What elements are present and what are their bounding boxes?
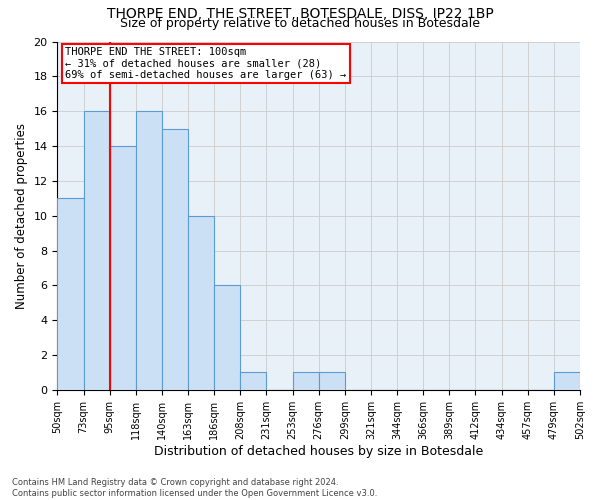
X-axis label: Distribution of detached houses by size in Botesdale: Distribution of detached houses by size … bbox=[154, 444, 484, 458]
Text: Contains HM Land Registry data © Crown copyright and database right 2024.
Contai: Contains HM Land Registry data © Crown c… bbox=[12, 478, 377, 498]
Text: Size of property relative to detached houses in Botesdale: Size of property relative to detached ho… bbox=[120, 18, 480, 30]
Bar bbox=[162, 128, 188, 390]
Bar bbox=[58, 198, 83, 390]
Text: THORPE END, THE STREET, BOTESDALE, DISS, IP22 1BP: THORPE END, THE STREET, BOTESDALE, DISS,… bbox=[107, 8, 493, 22]
Bar bbox=[136, 111, 162, 390]
Text: THORPE END THE STREET: 100sqm
← 31% of detached houses are smaller (28)
69% of s: THORPE END THE STREET: 100sqm ← 31% of d… bbox=[65, 46, 346, 80]
Bar bbox=[214, 286, 241, 390]
Bar bbox=[241, 372, 266, 390]
Bar bbox=[188, 216, 214, 390]
Bar bbox=[293, 372, 319, 390]
Bar bbox=[554, 372, 580, 390]
Bar bbox=[83, 111, 110, 390]
Y-axis label: Number of detached properties: Number of detached properties bbox=[15, 122, 28, 308]
Bar bbox=[110, 146, 136, 390]
Bar bbox=[319, 372, 345, 390]
